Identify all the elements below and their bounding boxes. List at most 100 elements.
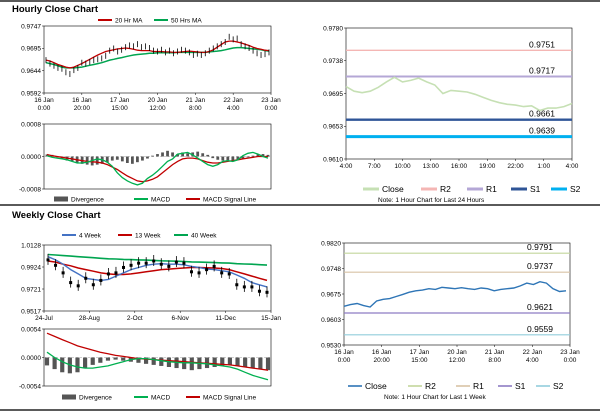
- weekly-macd-divergence-bar: [113, 357, 118, 360]
- weekly-macd-divergence-bar: [243, 357, 248, 367]
- legend-13week-label: 13 Week: [135, 232, 161, 239]
- hourly-levels-x-label: 7:00: [368, 163, 381, 170]
- weekly-candle-body: [227, 272, 231, 276]
- weekly-candle-body: [99, 278, 103, 282]
- weekly-candle-body: [106, 272, 110, 276]
- hourly-price-x-label: 12:00: [149, 105, 166, 112]
- weekly-macd-divergence-bar: [227, 357, 232, 365]
- hourly-macd-divergence-bar: [181, 152, 185, 157]
- hourly-price-y-label: 0.9747: [21, 23, 41, 30]
- weekly-price-y-label: 0.9517: [21, 308, 41, 315]
- weekly-macd-divergence-bar: [189, 357, 194, 371]
- weekly-price-x-label: 24-Jul: [35, 315, 53, 322]
- weekly-macd-divergence-bar: [212, 357, 217, 367]
- weekly-macd-y-label: 0.0054: [21, 326, 41, 333]
- hourly-price-x-label: 0:00: [265, 105, 278, 112]
- hourly-macd-y-label: 0.0008: [21, 121, 41, 128]
- weekly-macd-divergence-bar: [220, 357, 225, 366]
- weekly-levels-x-label: 4:00: [526, 357, 539, 364]
- weekly-levels-x-label: 12:00: [449, 357, 466, 364]
- hourly-close-line: [345, 76, 573, 112]
- weekly-candle-body: [167, 264, 171, 268]
- weekly-candle-body: [122, 265, 126, 269]
- hourly-macd-divergence-bar: [156, 154, 159, 157]
- hourly-macd-divergence-bar: [161, 152, 164, 157]
- weekly-level-r2-label: 0.9791: [527, 242, 553, 252]
- hourly-levels-y-label: 0.9738: [323, 58, 343, 65]
- hourly-macd-divergence-bar: [146, 156, 149, 159]
- weekly-candle-body: [265, 290, 269, 294]
- weekly-macd-divergence-bar: [136, 357, 141, 363]
- weekly-macd-divergence-bar: [159, 357, 164, 366]
- legend-weekly-s1-label: S1: [515, 381, 526, 391]
- weekly-40week-line: [47, 253, 268, 266]
- weekly-price-y-label: 0.9924: [21, 264, 41, 271]
- hourly-levels-x-label: 13:00: [423, 163, 440, 170]
- weekly-levels-x-label: 15:00: [411, 357, 428, 364]
- weekly-macd-divergence-bar: [105, 357, 111, 361]
- weekly-levels-frame: [343, 242, 571, 346]
- weekly-levels-x-label: 0:00: [564, 357, 577, 364]
- hourly-levels-x-label: 22:00: [507, 163, 524, 170]
- hourly-macd-divergence-bar: [226, 156, 230, 162]
- hourly-levels-y-label: 0.9780: [323, 25, 343, 32]
- hourly-macd-divergence-bar: [251, 155, 255, 157]
- legend-hourly-divergence-label: Divergence: [71, 196, 104, 203]
- hourly-macd-divergence-bar: [125, 156, 129, 163]
- weekly-candle-body: [76, 284, 80, 288]
- top-divider: [0, 0, 600, 2]
- hourly-section-title: Hourly Close Chart: [12, 4, 99, 15]
- hourly-macd-divergence-bar: [216, 156, 220, 160]
- hourly-macd-divergence-bar: [166, 150, 169, 157]
- hourly-note: Note: 1 Hour Chart for Last 24 Hours: [378, 197, 485, 204]
- hourly-level-s2-label: 0.9639: [529, 126, 555, 136]
- weekly-macd-y-label: -0.0054: [19, 383, 41, 390]
- weekly-macd-divergence-bar: [121, 357, 126, 361]
- hourly-price-y-label: 0.9592: [21, 90, 41, 97]
- hourly-macd-divergence-bar: [231, 156, 235, 161]
- hourly-macd-divergence-bar: [45, 154, 49, 157]
- weekly-macd-divergence-bar: [265, 357, 271, 371]
- legend-weekly-s2-label: S2: [553, 381, 564, 391]
- hourly-macd-divergence-bar: [151, 155, 154, 157]
- hourly-price-y-label: 0.9644: [21, 68, 41, 75]
- weekly-macd-divergence-bar: [250, 357, 255, 369]
- weekly-macd-macd-line: [46, 351, 269, 381]
- weekly-levels-x-label: 8:00: [488, 357, 501, 364]
- hourly-macd-y-label: 0.0000: [21, 154, 41, 161]
- legend-weekly-divergence-swatch: [62, 394, 76, 400]
- hourly-levels-x-label: 4:00: [566, 163, 579, 170]
- legend-weekly-close-label: Close: [365, 381, 387, 391]
- hourly-macd-divergence-bar: [241, 156, 245, 159]
- weekly-level-s1-label: 0.9621: [527, 302, 553, 312]
- hourly-price-x-label: 21 Jan: [186, 97, 206, 104]
- weekly-levels-x-label: 23 Jan: [560, 349, 580, 356]
- legend-40week-label: 40 Week: [191, 232, 217, 239]
- weekly-macd-divergence-bar: [258, 357, 263, 370]
- weekly-candle-body: [91, 283, 95, 287]
- legend-hourly-s2-label: S2: [570, 184, 581, 194]
- weekly-candle-body: [137, 261, 141, 265]
- legend-weekly-macd-label: MACD: [151, 394, 170, 401]
- weekly-candle-body: [242, 285, 246, 289]
- hourly-macd-divergence-bar: [221, 156, 225, 161]
- weekly-13week-line: [47, 260, 268, 282]
- weekly-levels-y-label: 0.9530: [321, 342, 341, 349]
- legend-weekly-signal-label: MACD Signal Line: [203, 394, 256, 401]
- weekly-levels-y-label: 0.9675: [321, 291, 341, 298]
- hourly-macd-divergence-bar: [115, 156, 119, 160]
- weekly-candle-body: [220, 271, 224, 275]
- hourly-macd-divergence-bar: [171, 152, 174, 157]
- weekly-macd-divergence-bar: [143, 357, 149, 364]
- weekly-candle-body: [54, 263, 58, 267]
- hourly-level-s1-label: 0.9661: [529, 109, 555, 119]
- weekly-candle-body: [159, 262, 163, 266]
- hourly-macd-divergence-bar: [130, 156, 134, 164]
- weekly-levels-x-label: 0:00: [338, 357, 351, 364]
- hourly-macd-divergence-bar: [120, 156, 124, 162]
- hourly-price-x-label: 20 Jan: [148, 97, 168, 104]
- legend-hourly-close-label: Close: [382, 184, 404, 194]
- hourly-level-r2-label: 0.9751: [529, 39, 555, 49]
- hourly-macd-divergence-bar: [141, 156, 144, 161]
